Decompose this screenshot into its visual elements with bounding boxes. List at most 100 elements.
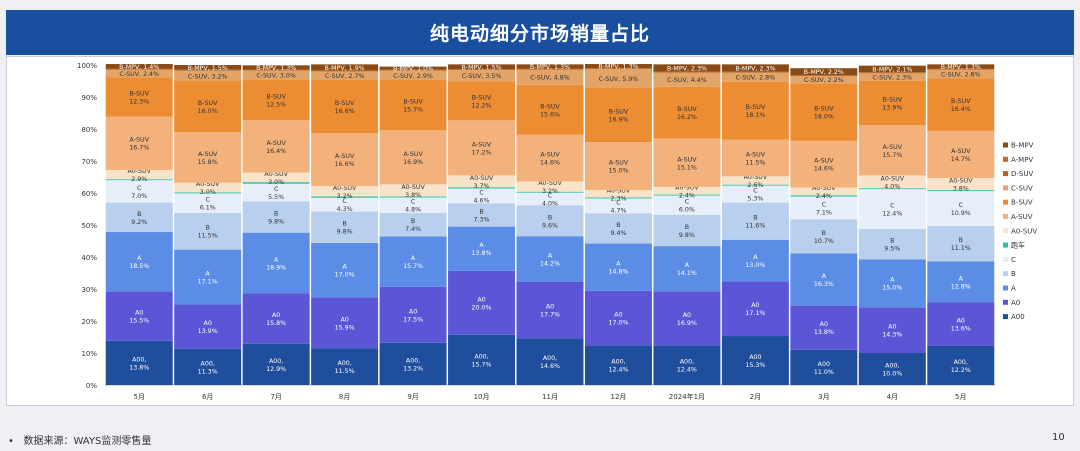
data-label-line: A00, bbox=[132, 356, 146, 363]
data-label: C-SUV, 3.5% bbox=[462, 73, 502, 80]
data-label-line: 20.0% bbox=[472, 304, 492, 311]
bar-segment bbox=[242, 293, 310, 344]
bar-segment bbox=[584, 345, 652, 385]
bar-segment bbox=[858, 72, 926, 73]
data-label-line: A bbox=[822, 273, 827, 280]
data-label: A 16.3% bbox=[814, 273, 834, 288]
bar-segment bbox=[311, 186, 379, 197]
bar-segment bbox=[448, 187, 516, 189]
data-label-line: C bbox=[753, 188, 758, 195]
data-label-line: A-SUV bbox=[677, 156, 697, 163]
data-label-line: A00, bbox=[269, 358, 283, 365]
data-label: B 11.6% bbox=[745, 215, 765, 230]
data-label-line: A0 bbox=[683, 312, 691, 319]
data-label-line: 14.6% bbox=[814, 166, 834, 173]
data-label-line: 13.9% bbox=[198, 328, 218, 335]
data-label: B 7.4% bbox=[405, 218, 421, 233]
bar-segment bbox=[653, 72, 721, 73]
data-label: A0 17.7% bbox=[540, 303, 560, 318]
data-label: A0 15.9% bbox=[335, 316, 355, 331]
data-label: B-SUV 16.4% bbox=[951, 98, 971, 113]
data-label-line: 11.1% bbox=[951, 245, 971, 252]
legend-swatch bbox=[1003, 256, 1008, 262]
data-label-line: C bbox=[411, 199, 416, 206]
data-label: C-SUV, 2.3% bbox=[873, 75, 913, 82]
bar-segment bbox=[790, 75, 858, 77]
x-tick-label: 11月 bbox=[542, 393, 558, 401]
data-label-line: 11.3% bbox=[198, 368, 218, 375]
data-label: A0-SUV 3.8% bbox=[401, 184, 425, 199]
data-label-line: 15.9% bbox=[335, 324, 355, 331]
data-label: A0-SUV 2.3% bbox=[607, 187, 631, 202]
bar-segment bbox=[448, 69, 516, 71]
data-label-line: 14.3% bbox=[882, 332, 902, 339]
data-label: B-SUV 13.9% bbox=[882, 96, 902, 111]
bar-segment bbox=[721, 239, 789, 282]
data-label: C 4.7% bbox=[610, 199, 626, 214]
data-label-line: B bbox=[274, 211, 278, 218]
legend-label: C-SUV bbox=[1011, 184, 1033, 192]
data-label-line: B-MPV, 1.3% bbox=[598, 64, 638, 71]
data-label-line: C-SUV, 2.3% bbox=[873, 75, 913, 82]
data-label-line: 13.8% bbox=[472, 250, 492, 257]
bar-segment bbox=[516, 281, 584, 339]
bar-segment bbox=[516, 134, 584, 182]
bar-segment bbox=[858, 188, 926, 190]
bar-segment bbox=[174, 249, 242, 305]
data-label: A-SUV 15.8% bbox=[198, 151, 218, 166]
data-label-line: 16.0% bbox=[198, 108, 218, 115]
data-label-line: 4.8% bbox=[405, 207, 421, 214]
data-label-line: C bbox=[548, 193, 553, 200]
data-label: B-MPV, 1.4% bbox=[119, 64, 159, 71]
bar-segment bbox=[242, 183, 310, 202]
data-label: B-SUV 12.2% bbox=[472, 94, 492, 109]
data-label: A0-SUV 2.4% bbox=[812, 185, 836, 200]
data-label-line: 15.0% bbox=[608, 168, 628, 175]
data-label: B-SUV 18.1% bbox=[745, 104, 765, 119]
bar-segment bbox=[858, 307, 926, 353]
bar-segment bbox=[379, 69, 447, 71]
x-tick-label: 5月 bbox=[133, 393, 144, 401]
bar-segment bbox=[174, 70, 242, 81]
data-label-line: 13.8% bbox=[129, 364, 149, 371]
bar-segment bbox=[858, 80, 926, 126]
data-label: A0 20.0% bbox=[472, 296, 492, 311]
data-label-line: A0-SUV bbox=[744, 174, 768, 181]
bar-segment bbox=[174, 81, 242, 133]
bar-segment bbox=[105, 64, 173, 69]
bar-segment bbox=[105, 179, 173, 181]
data-label-line: 17.0% bbox=[335, 272, 355, 279]
data-label-line: B-MPV, 1.9% bbox=[325, 65, 365, 72]
data-label-line: 11.6% bbox=[745, 223, 765, 230]
data-label-line: B-SUV bbox=[403, 99, 423, 106]
data-label-line: 3.8% bbox=[953, 186, 969, 193]
bar-segment bbox=[653, 72, 721, 87]
data-label: A0 15.8% bbox=[266, 312, 286, 327]
bar-segment bbox=[174, 348, 242, 385]
data-label: B-MPV, 1.3% bbox=[598, 64, 638, 71]
data-label: A-SUV 11.5% bbox=[745, 151, 765, 166]
bar-segment bbox=[379, 130, 447, 185]
bar-segment bbox=[242, 343, 310, 385]
bar-segment bbox=[721, 72, 789, 82]
data-label: A0-SUV 3.2% bbox=[333, 185, 357, 200]
data-label: A 13.0% bbox=[745, 254, 765, 269]
data-label-line: 9.8% bbox=[679, 232, 695, 239]
bar-segment bbox=[516, 236, 584, 282]
data-label-line: 11.5% bbox=[198, 233, 218, 240]
data-label-line: 15.6% bbox=[540, 111, 560, 118]
data-label-line: 13.2% bbox=[403, 365, 423, 372]
data-label-line: B-MPV, 2.3% bbox=[667, 66, 707, 73]
bar-segment bbox=[653, 291, 721, 346]
data-label-line: A0-SUV bbox=[333, 185, 357, 192]
data-label: C-SUV, 4.8% bbox=[530, 75, 570, 82]
data-label-line: A bbox=[411, 255, 416, 262]
bar-segment bbox=[721, 202, 789, 240]
bar-segment bbox=[105, 68, 173, 70]
legend-label: A0 bbox=[1011, 299, 1020, 307]
data-label-line: 15.8% bbox=[198, 159, 218, 166]
legend-label: C bbox=[1011, 256, 1016, 264]
data-label-line: 7.3% bbox=[474, 216, 490, 223]
bar-segment bbox=[448, 64, 516, 70]
